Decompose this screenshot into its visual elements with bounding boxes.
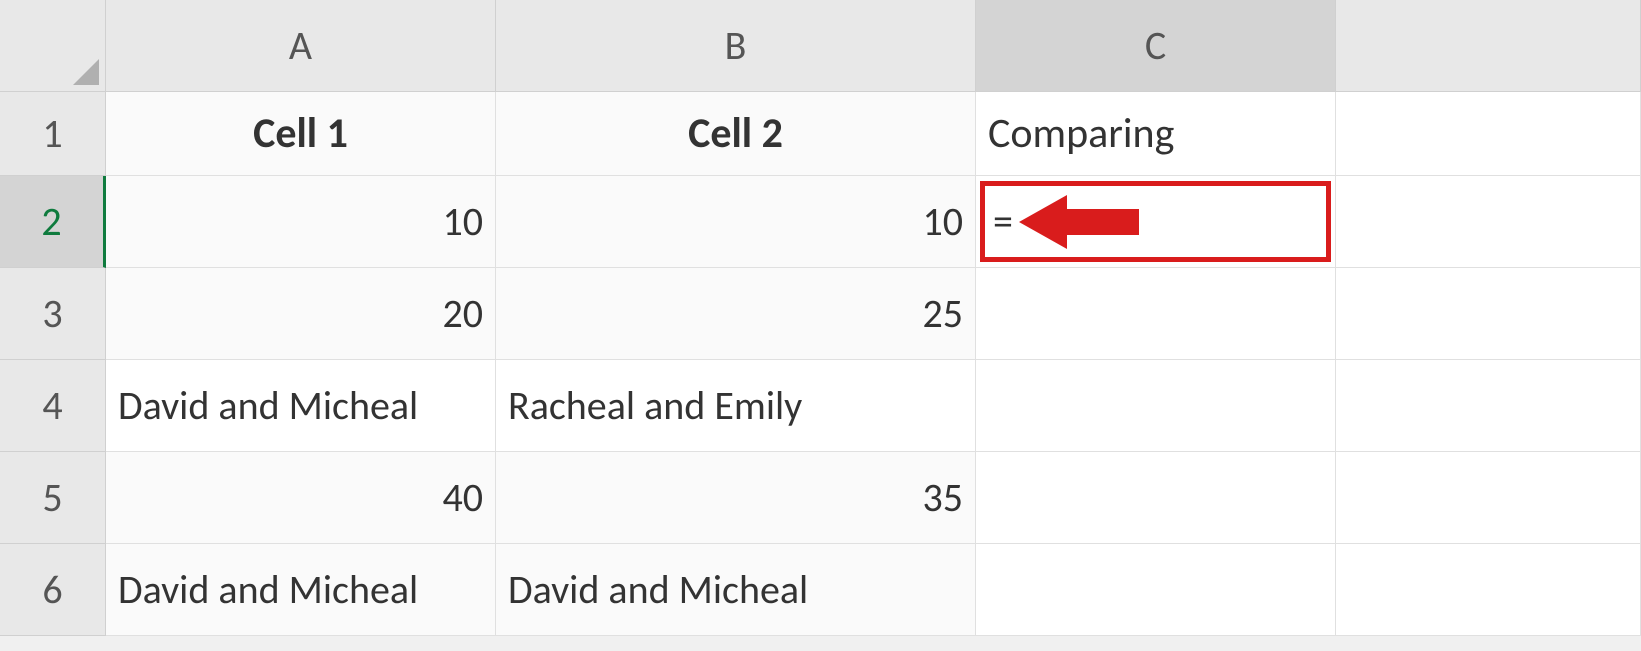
- cell-C6[interactable]: [976, 544, 1336, 636]
- row-header-5[interactable]: 5: [0, 452, 106, 544]
- cell-D2[interactable]: [1336, 176, 1641, 268]
- annotation-highlight-box: =: [980, 181, 1331, 262]
- row-header-1[interactable]: 1: [0, 92, 106, 176]
- cell-B2[interactable]: 10: [496, 176, 976, 268]
- spreadsheet-grid: A B C 1 Cell 1 Cell 2 Comparing 2 10 10 …: [0, 0, 1641, 651]
- cell-A6[interactable]: David and Micheal: [106, 544, 496, 636]
- cell-C5[interactable]: [976, 452, 1336, 544]
- annotation-arrow-icon: [1019, 195, 1139, 249]
- cell-B3[interactable]: 25: [496, 268, 976, 360]
- cell-B4[interactable]: Racheal and Emily: [496, 360, 976, 452]
- cell-B6[interactable]: David and Micheal: [496, 544, 976, 636]
- cell-D3[interactable]: [1336, 268, 1641, 360]
- cell-D4[interactable]: [1336, 360, 1641, 452]
- cell-C4[interactable]: [976, 360, 1336, 452]
- col-header-C[interactable]: C: [976, 0, 1336, 92]
- cell-A2[interactable]: 10: [106, 176, 496, 268]
- row-header-3[interactable]: 3: [0, 268, 106, 360]
- cell-D6[interactable]: [1336, 544, 1641, 636]
- cell-D5[interactable]: [1336, 452, 1641, 544]
- select-all-corner[interactable]: [0, 0, 106, 92]
- cell-B5[interactable]: 35: [496, 452, 976, 544]
- cell-A3[interactable]: 20: [106, 268, 496, 360]
- row-header-6[interactable]: 6: [0, 544, 106, 636]
- cell-A5[interactable]: 40: [106, 452, 496, 544]
- col-header-B[interactable]: B: [496, 0, 976, 92]
- row-header-4[interactable]: 4: [0, 360, 106, 452]
- cell-C3[interactable]: [976, 268, 1336, 360]
- cell-C2-content: =: [993, 197, 1013, 246]
- cell-B1[interactable]: Cell 2: [496, 92, 976, 176]
- cell-C1[interactable]: Comparing: [976, 92, 1336, 176]
- cell-A1[interactable]: Cell 1: [106, 92, 496, 176]
- col-header-D[interactable]: [1336, 0, 1641, 92]
- cell-A4[interactable]: David and Micheal: [106, 360, 496, 452]
- cell-D1[interactable]: [1336, 92, 1641, 176]
- row-header-2[interactable]: 2: [0, 176, 106, 268]
- col-header-A[interactable]: A: [106, 0, 496, 92]
- cell-C2[interactable]: =: [976, 176, 1336, 268]
